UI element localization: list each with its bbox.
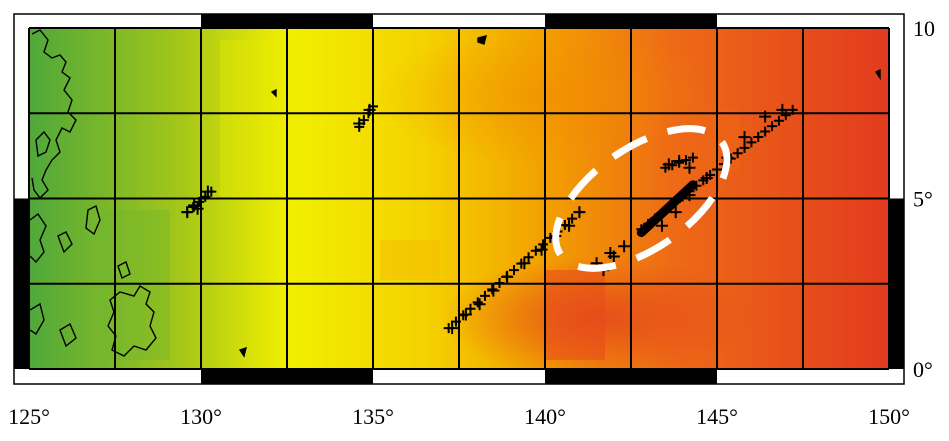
- cross-marker: [358, 115, 369, 126]
- cross-marker: [787, 104, 798, 115]
- cross-marker: [776, 103, 789, 116]
- cross-marker: [559, 220, 570, 231]
- cross-marker: [443, 323, 454, 334]
- frame-band-right: [889, 198, 904, 369]
- cross-marker: [487, 284, 500, 297]
- cross-marker: [660, 162, 671, 173]
- cross-marker: [738, 131, 751, 144]
- cross-marker: [746, 137, 757, 148]
- cross-marker: [494, 277, 505, 288]
- cross-marker: [739, 142, 750, 153]
- frame-bands: [14, 14, 904, 384]
- cross-marker: [194, 196, 205, 207]
- x-tick-label: 125°: [8, 404, 50, 429]
- cross-marker: [509, 265, 520, 276]
- frame-band-bottom: [201, 369, 373, 384]
- cross-marker: [773, 115, 784, 126]
- cross-marker: [206, 186, 217, 197]
- frame-band-bottom: [545, 369, 717, 384]
- x-tick-label: 130°: [180, 404, 222, 429]
- x-tick-label: 145°: [696, 404, 738, 429]
- cross-marker: [516, 258, 527, 269]
- grid-lines: [28, 27, 890, 370]
- cross-marker: [767, 121, 778, 132]
- cross-marker: [732, 148, 743, 159]
- cross-marker: [698, 175, 709, 186]
- cross-marker: [523, 252, 534, 263]
- x-tick-label: 150°: [868, 404, 910, 429]
- cross-marker: [473, 298, 486, 311]
- x-tick-label: 135°: [352, 404, 394, 429]
- cross-marker: [567, 213, 578, 224]
- cross-marker: [687, 152, 698, 163]
- cross-marker: [574, 207, 585, 218]
- frame-band-left: [14, 198, 29, 369]
- cross-marker: [188, 202, 199, 213]
- cross-marker: [354, 121, 365, 132]
- x-axis-labels: 125° 130° 135° 140° 145° 150°: [8, 404, 910, 429]
- cross-marker: [759, 110, 772, 123]
- cross-marker: [458, 310, 469, 321]
- y-tick-label: 5°: [913, 187, 933, 212]
- seismic-crosses: [181, 101, 798, 335]
- frame-band-top: [201, 14, 373, 28]
- cross-marker: [667, 160, 678, 171]
- cross-marker: [200, 191, 211, 202]
- cross-marker: [479, 290, 490, 301]
- cross-marker: [487, 284, 498, 295]
- cross-marker: [674, 157, 685, 168]
- cross-marker: [618, 240, 631, 253]
- cross-marker: [363, 108, 374, 119]
- cross-marker: [535, 243, 548, 256]
- x-tick-label: 140°: [524, 404, 566, 429]
- cross-marker: [450, 316, 461, 327]
- cross-marker: [760, 126, 771, 137]
- cross-marker: [538, 239, 549, 250]
- cross-marker: [712, 164, 722, 175]
- dense-cluster-streak: [636, 180, 698, 238]
- cross-marker: [182, 207, 193, 218]
- cross-marker: [472, 297, 483, 308]
- cross-marker: [368, 101, 378, 112]
- cross-marker: [669, 206, 682, 219]
- y-tick-label: 0°: [913, 357, 933, 382]
- cross-marker: [681, 155, 692, 166]
- cross-marker: [683, 161, 696, 174]
- cross-marker: [501, 271, 512, 282]
- frame-band-top: [545, 14, 717, 28]
- cross-marker: [465, 303, 476, 314]
- coastlines: [29, 29, 881, 358]
- cross-marker: [780, 110, 791, 121]
- cross-marker: [530, 245, 541, 256]
- cross-marker: [753, 131, 764, 142]
- cross-marker: [604, 247, 617, 260]
- cross-marker: [705, 169, 716, 180]
- y-tick-label: 10: [913, 16, 935, 41]
- y-axis-labels: 0° 5° 10: [913, 16, 935, 382]
- cross-marker: [655, 219, 668, 232]
